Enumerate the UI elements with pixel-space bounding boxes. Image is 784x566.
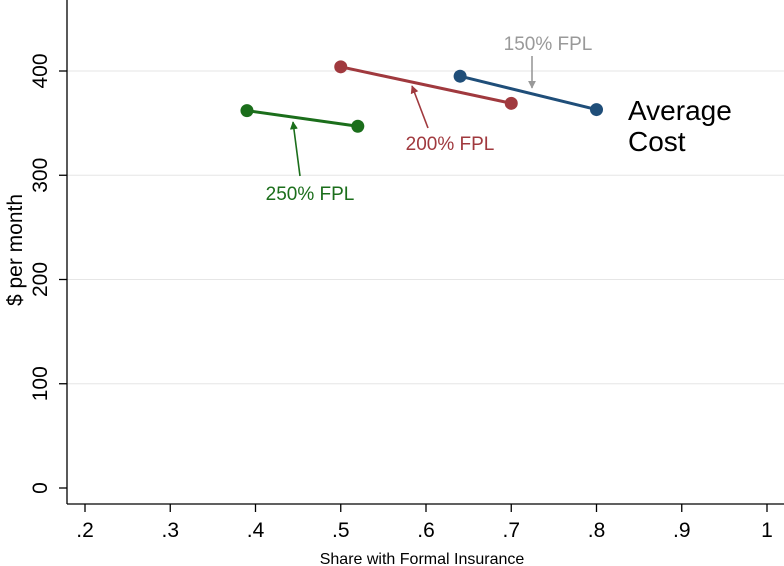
x-tick-label: .3 [161,519,179,542]
x-tick-label: .9 [673,519,691,542]
data-point [453,69,467,83]
data-point [504,96,518,110]
x-tick-label: 1 [761,519,773,542]
y-tick-label: 400 [29,53,52,88]
x-axis-title: Share with Formal Insurance [320,551,525,566]
average-cost-line-2: Cost [628,126,686,157]
series-label: 200% FPL [406,134,495,155]
y-tick-label: 300 [29,158,52,193]
y-tick-label: 0 [29,482,52,494]
average-cost-annotation: Average Cost [628,95,740,157]
series-label: 150% FPL [504,34,593,55]
x-tick-label: .2 [76,519,94,542]
axes [66,0,784,505]
y-ticks: 0 100 200 300 400 [29,53,67,494]
series-line [340,65,512,105]
data-point [334,60,348,74]
series-label: 250% FPL [266,184,355,205]
x-ticks: .2 .3 .4 .5 .6 .7 .8 .9 1 [76,504,773,542]
x-tick-label: .6 [417,519,435,542]
series-line [246,109,359,128]
average-cost-line-1: Average [628,95,732,126]
x-tick-label: .7 [502,519,520,542]
data-point [351,119,365,133]
series-line [459,74,597,112]
y-axis-title: $ per month [4,194,27,306]
x-tick-label: .8 [588,519,606,542]
series-label-arrow [410,85,429,129]
data-point [590,103,603,117]
gridlines [67,70,784,385]
y-tick-label: 100 [29,366,52,401]
data-point [240,104,254,118]
series-label-arrow [289,121,301,177]
x-tick-label: .4 [247,519,265,542]
series-labels: 150% FPL 200% FPL 250% FPL [266,34,593,205]
series-group [240,60,603,133]
x-tick-label: .5 [332,519,350,542]
y-tick-label: 200 [29,262,52,297]
